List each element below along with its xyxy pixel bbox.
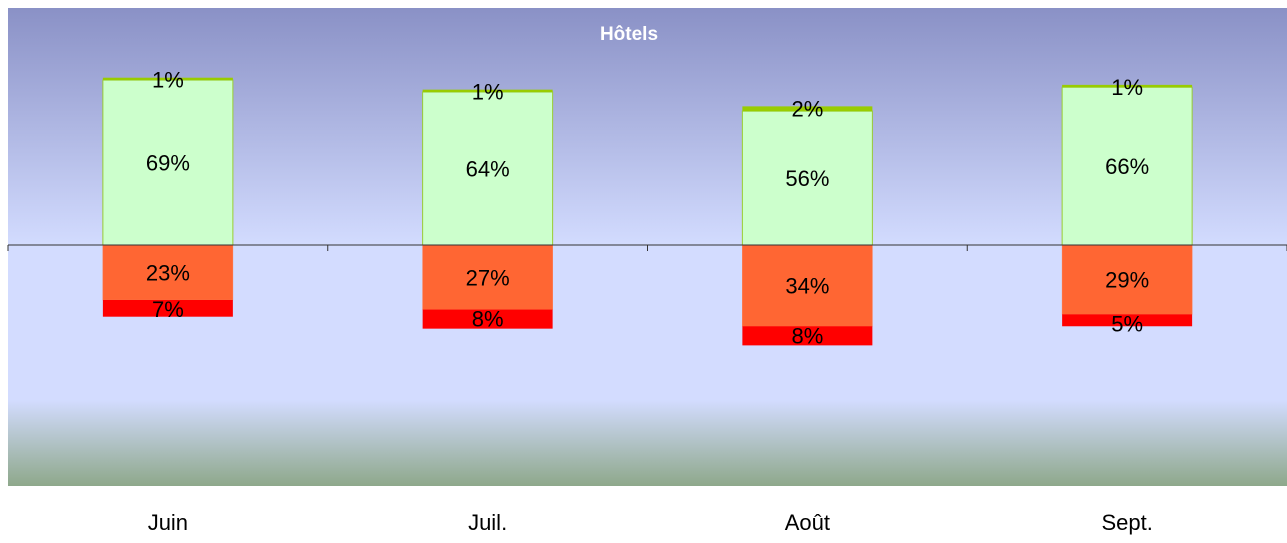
- bar-segment-2-2: [422, 89, 553, 93]
- chart-title: Hôtels: [600, 24, 658, 45]
- data-label-1-2: 64%: [466, 157, 510, 182]
- data-label-1-3: 56%: [785, 166, 829, 191]
- data-label-3-4: 29%: [1105, 268, 1149, 293]
- bar-segment-4-4: [1062, 314, 1193, 327]
- data-label-1-1: 69%: [146, 151, 190, 176]
- axis-layer: [7, 244, 1287, 251]
- data-label-2-2: 1%: [472, 80, 504, 105]
- x-tick-label-2: Juil.: [468, 510, 507, 535]
- bar-segment-2-1: [102, 77, 233, 81]
- data-label-4-3: 8%: [791, 323, 823, 348]
- bar-segment-3-3: [742, 244, 873, 327]
- bar-segment-4-1: [102, 299, 233, 317]
- bar-segment-2-3: [742, 106, 873, 112]
- data-label-4-2: 8%: [472, 307, 504, 332]
- data-label-2-1: 1%: [152, 68, 184, 93]
- bar-segment-1-3: [741, 110, 873, 246]
- data-label-4-1: 7%: [152, 297, 184, 322]
- data-label-1-4: 66%: [1105, 154, 1149, 179]
- data-label-2-3: 2%: [791, 96, 823, 121]
- data-label-3-3: 34%: [785, 274, 829, 299]
- bar-segment-3-1: [102, 244, 234, 301]
- bar-segment-2-4: [1062, 84, 1193, 88]
- bars-layer: [102, 77, 1193, 346]
- data-label-3-1: 23%: [146, 260, 190, 285]
- bar-segment-4-2: [422, 309, 553, 329]
- bar-segment-4-3: [742, 326, 873, 346]
- bar-segment-1-1: [102, 79, 234, 246]
- bar-segment-3-4: [1061, 244, 1193, 315]
- x-tick-label-3: Août: [785, 510, 830, 535]
- data-label-3-2: 27%: [466, 265, 510, 290]
- data-label-2-4: 1%: [1111, 75, 1143, 100]
- labels-layer: 69% 1% 23% 7% Juin 64% 1% 27% 8% Juil. 56% 2% 34% 8% A…: [146, 68, 1153, 535]
- x-tick-label-4: Sept.: [1101, 510, 1152, 535]
- data-label-4-4: 5%: [1111, 311, 1143, 336]
- bar-segment-3-2: [422, 244, 553, 310]
- x-tick-label-1: Juin: [148, 510, 188, 535]
